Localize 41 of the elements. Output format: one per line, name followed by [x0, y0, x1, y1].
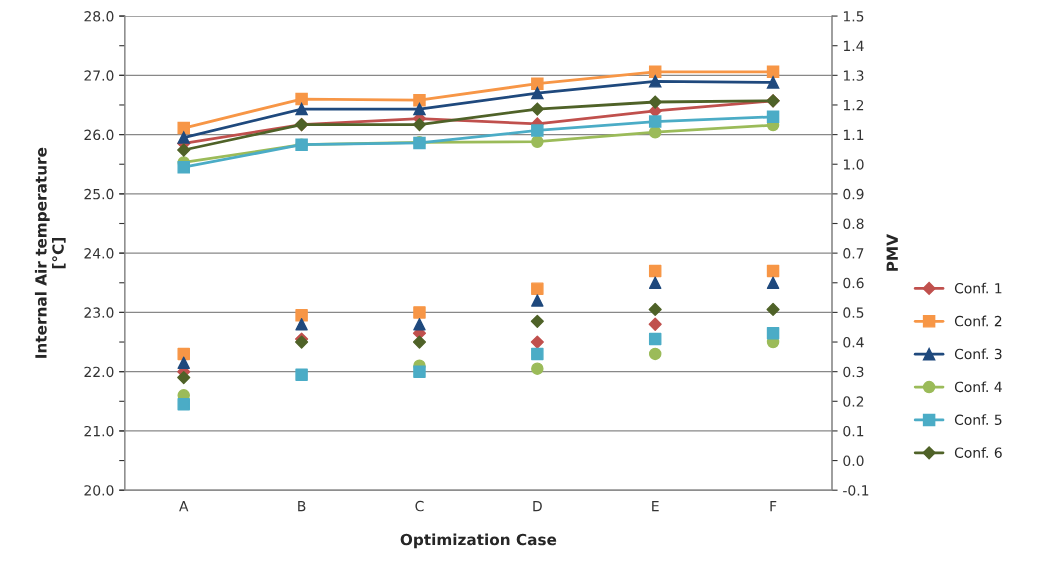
y-tick-label: 24.0: [84, 248, 114, 259]
y2-tick-label: 0.4: [843, 337, 864, 348]
y-tick-label: 26.0: [84, 129, 114, 141]
y-tick-label: 23.0: [84, 307, 114, 318]
x-tick-label: D: [533, 501, 542, 512]
legend-label: Conf. 5: [954, 414, 1002, 426]
x-tick-label: A: [179, 501, 189, 512]
y-tick-label: 22.0: [84, 366, 114, 378]
x-tick-label: C: [415, 500, 424, 512]
legend-label: Conf. 2: [954, 315, 1002, 327]
y2-tick-label: 1.0: [843, 159, 864, 170]
y2-tick-label: 0.0: [843, 455, 864, 467]
legend-label: Conf. 3: [954, 348, 1002, 360]
y-tick-label: 27.0: [84, 70, 114, 81]
x-tick-label: F: [770, 501, 777, 512]
y-tick-label: 20.0: [84, 485, 114, 496]
y-tick-label: 21.0: [84, 425, 114, 437]
y2-axis-title: PMV: [886, 234, 898, 271]
y2-tick-label: 0.1: [843, 425, 864, 437]
y-tick-label: 28.0: [84, 11, 114, 22]
y2-tick-label: 0.3: [843, 366, 864, 378]
legend-label: Conf. 4: [954, 381, 1002, 393]
y2-tick-label: -0.1: [843, 485, 869, 496]
y2-tick-label: 1.1: [843, 129, 864, 140]
y2-tick-label: 1.5: [843, 11, 864, 22]
y2-tick-label: 0.6: [843, 277, 864, 289]
y2-tick-label: 1.2: [843, 99, 864, 111]
y-tick-label: 25.0: [84, 188, 114, 200]
y-axis-title: Internal Air temperature [°C]: [34, 147, 66, 358]
legend-label: Conf. 1: [954, 282, 1002, 294]
y2-tick-label: 1.3: [843, 70, 864, 81]
y2-tick-label: 0.7: [843, 248, 864, 259]
x-axis-title: Optimization Case: [400, 533, 557, 549]
legend-label: Conf. 6: [954, 447, 1002, 458]
y2-tick-label: 0.5: [843, 307, 864, 318]
y2-tick-label: 0.2: [843, 396, 864, 407]
x-tick-label: E: [652, 501, 659, 512]
x-tick-label: B: [298, 501, 306, 512]
y2-tick-label: 0.8: [843, 218, 864, 229]
y2-tick-label: 0.9: [843, 188, 864, 200]
y2-tick-label: 1.4: [843, 40, 864, 51]
